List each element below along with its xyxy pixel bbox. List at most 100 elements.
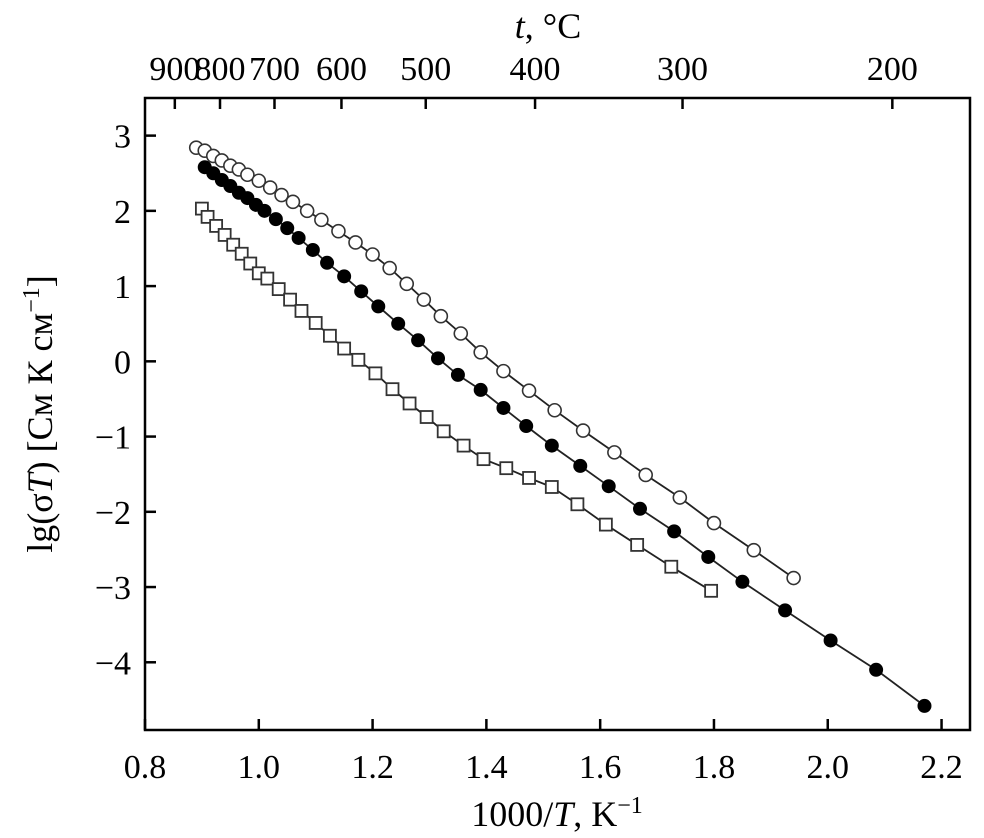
data-point-open-circle bbox=[433, 308, 449, 324]
x-tick-label: 0.8 bbox=[124, 749, 167, 786]
x-tick-label: 1.4 bbox=[465, 749, 508, 786]
y-tick-label: 0 bbox=[114, 344, 131, 381]
series-line-2 bbox=[201, 208, 712, 592]
ticks: 0.8 1.0 1.2 1.4 1.6 1.8 2.0 2.2 3 2 1 0 −1 −2 −3 −4 9008… bbox=[95, 51, 963, 786]
data-point-square bbox=[260, 271, 275, 286]
data-point-filled-circle bbox=[735, 574, 750, 589]
y-axis-title: lg(σT) [См К см−1] bbox=[19, 275, 60, 553]
data-point-open-circle bbox=[240, 167, 255, 183]
data-point-open-circle bbox=[382, 260, 397, 276]
series-markers bbox=[188, 140, 932, 713]
data-point-filled-circle bbox=[354, 284, 369, 299]
data-point-open-circle bbox=[348, 235, 363, 250]
data-point-filled-circle bbox=[291, 230, 306, 245]
y-tick-label: 2 bbox=[114, 194, 131, 231]
data-point-open-circle bbox=[521, 383, 537, 398]
data-point-square bbox=[368, 366, 383, 381]
y-tick-label: 1 bbox=[114, 269, 131, 306]
data-point-square bbox=[522, 471, 536, 485]
data-point-open-circle bbox=[365, 247, 380, 262]
data-point-filled-circle bbox=[496, 400, 511, 415]
data-point-open-circle bbox=[746, 542, 762, 558]
data-point-square bbox=[598, 517, 613, 532]
x-axis-title: 1000/T, K−1 bbox=[471, 793, 643, 834]
x-tick-label: 2.0 bbox=[807, 749, 850, 786]
data-point-square bbox=[385, 382, 400, 397]
data-point-open-circle bbox=[638, 467, 653, 483]
data-point-filled-circle bbox=[667, 524, 682, 539]
data-point-filled-circle bbox=[701, 549, 716, 564]
data-point-filled-circle bbox=[431, 351, 446, 366]
data-point-square bbox=[308, 316, 323, 330]
data-point-filled-circle bbox=[633, 501, 647, 516]
data-point-open-circle bbox=[575, 423, 591, 438]
data-point-filled-circle bbox=[371, 299, 386, 314]
series-lines bbox=[195, 146, 926, 707]
y-tick-label: −4 bbox=[95, 645, 131, 682]
data-point-open-circle bbox=[706, 515, 722, 531]
data-point-square bbox=[271, 282, 286, 297]
top-axis-title: t, °C bbox=[515, 6, 581, 46]
data-point-open-circle bbox=[496, 363, 511, 379]
data-point-filled-circle bbox=[305, 242, 320, 257]
data-point-square bbox=[476, 452, 491, 467]
data-point-square bbox=[630, 538, 645, 552]
data-point-filled-circle bbox=[320, 255, 335, 270]
data-point-open-circle bbox=[262, 180, 278, 195]
data-point-open-circle bbox=[299, 203, 315, 219]
data-point-square bbox=[704, 583, 719, 598]
x-tick-label: 1.0 bbox=[238, 749, 281, 786]
top-tick-label: 600 bbox=[316, 51, 367, 88]
data-point-filled-circle bbox=[337, 269, 352, 284]
data-point-open-circle bbox=[547, 402, 562, 418]
data-point-filled-circle bbox=[917, 698, 932, 713]
data-point-open-circle bbox=[274, 187, 289, 203]
data-point-square bbox=[323, 328, 337, 343]
data-point-square bbox=[436, 424, 451, 439]
data-point-open-circle bbox=[416, 292, 432, 307]
data-point-filled-circle bbox=[823, 633, 838, 648]
data-point-filled-circle bbox=[778, 603, 793, 618]
data-point-open-circle bbox=[672, 490, 688, 505]
data-point-open-circle bbox=[453, 326, 469, 341]
data-point-square bbox=[499, 461, 514, 476]
data-point-open-circle bbox=[251, 173, 267, 189]
data-point-open-circle bbox=[314, 212, 329, 228]
top-tick-label: 800 bbox=[195, 51, 246, 88]
data-point-square bbox=[337, 341, 352, 356]
data-point-open-circle bbox=[786, 570, 801, 586]
data-point-open-circle bbox=[285, 194, 301, 210]
data-point-square bbox=[283, 292, 297, 307]
data-point-filled-circle bbox=[869, 662, 884, 677]
data-point-filled-circle bbox=[391, 316, 406, 331]
data-point-filled-circle bbox=[450, 367, 465, 382]
data-point-square bbox=[402, 396, 417, 411]
data-point-square bbox=[294, 304, 309, 318]
y-tick-label: −2 bbox=[95, 495, 131, 532]
data-point-open-circle bbox=[473, 345, 488, 360]
data-point-open-circle bbox=[607, 445, 622, 460]
x-tick-label: 1.6 bbox=[579, 749, 622, 786]
x-tick-label: 1.8 bbox=[693, 749, 736, 786]
top-tick-label: 900 bbox=[149, 51, 200, 88]
y-tick-label: −1 bbox=[95, 420, 131, 457]
y-tick-label: −3 bbox=[95, 570, 131, 607]
data-point-open-circle bbox=[399, 276, 415, 292]
data-point-filled-circle bbox=[257, 203, 272, 218]
top-tick-label: 700 bbox=[249, 51, 300, 88]
data-point-filled-circle bbox=[473, 382, 488, 397]
top-tick-label: 300 bbox=[657, 51, 708, 88]
plot-frame bbox=[143, 96, 972, 732]
data-point-square bbox=[544, 480, 559, 494]
data-point-square bbox=[419, 410, 434, 424]
data-point-filled-circle bbox=[268, 212, 283, 227]
data-point-square bbox=[456, 438, 471, 453]
data-point-filled-circle bbox=[519, 419, 534, 434]
data-point-square bbox=[570, 497, 585, 512]
series-line-0 bbox=[195, 146, 795, 579]
x-tick-label: 2.2 bbox=[920, 749, 963, 786]
data-point-filled-circle bbox=[280, 221, 295, 236]
x-tick-label: 1.2 bbox=[351, 749, 394, 786]
data-point-filled-circle bbox=[601, 479, 616, 494]
